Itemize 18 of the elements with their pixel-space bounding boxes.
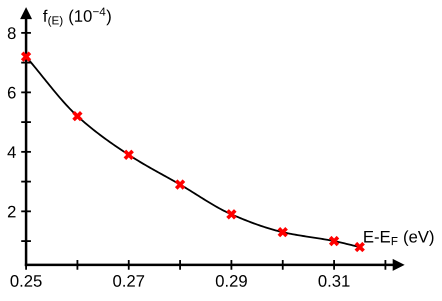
point [226,209,237,220]
y-tick-label: 8 [8,27,16,40]
x-tick-label: 0.29 [216,275,247,287]
y-tick-label: 6 [8,86,16,99]
point [72,111,83,122]
y-tick-label: 4 [7,146,16,158]
point [124,150,134,160]
point [20,52,32,62]
y-tick-label: 2 [8,206,16,218]
point [328,236,340,246]
y-axis-title: f$_{(E)}$ (10$^{−4}$) [43,8,111,27]
point [174,179,186,190]
point [354,242,365,252]
point [278,227,288,238]
x-axis-title: E-E$_{F}$ (eV) [364,230,434,246]
x-tick-label: 0.25 [10,275,42,287]
x-tick-label: 0.31 [318,275,350,287]
x-tick-label: 0.27 [113,275,144,287]
